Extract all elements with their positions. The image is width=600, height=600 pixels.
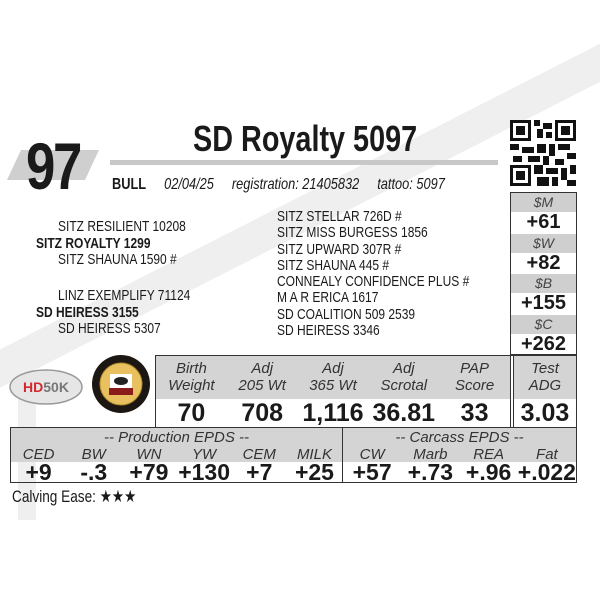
birth-weight-value: 70 — [177, 399, 206, 427]
star-icons: ★★★ — [99, 487, 137, 507]
index-value: +155 — [520, 292, 567, 314]
col-header: Adj — [392, 360, 415, 377]
ancestor: SITZ UPWARD 307R # — [277, 240, 402, 258]
registration: registration: 21405832 — [231, 176, 360, 193]
sex: BULL — [112, 176, 147, 193]
epd-label: CW — [343, 447, 402, 462]
index-label: $W — [511, 233, 576, 253]
epd-value: +.022 — [517, 459, 576, 485]
ancestor: SITZ SHAUNA 445 # — [277, 256, 390, 274]
epd-value: +57 — [352, 459, 392, 485]
epd-label: Marb — [401, 447, 460, 462]
epd-value: +79 — [129, 459, 169, 485]
epd-label: MILK — [286, 447, 343, 462]
index-label: $M — [511, 193, 576, 212]
epd-value: +.73 — [407, 459, 454, 485]
col-header: Adj — [251, 360, 274, 377]
ancestor: SITZ MISS BURGESS 1856 — [277, 224, 428, 242]
ancestor: SD HEIRESS 3346 — [277, 322, 380, 340]
epd-value: +25 — [294, 459, 334, 485]
calving-ease: Calving Ease: ★★★ — [12, 487, 167, 507]
ancestor: CONNEALY CONFIDENCE PLUS # — [277, 273, 470, 291]
index-value: +82 — [526, 251, 561, 274]
qr-code-icon[interactable] — [510, 118, 576, 188]
index-value: +61 — [526, 211, 561, 233]
dollar-index-box: $M +61 $W +82 $B +155 $C +262 — [510, 192, 577, 355]
lot-number-text: 97 — [26, 129, 82, 203]
epd-value: +.96 — [465, 459, 512, 485]
production-epds: -- Production EPDS -- CED BW WN YW CEM M… — [11, 428, 343, 485]
sire-sire: SITZ RESILIENT 10208 — [58, 218, 186, 235]
pedigree-sire-side: SITZ RESILIENT 10208 SITZ ROYALTY 1299 S… — [36, 218, 218, 269]
col-header: Test — [531, 360, 559, 377]
index-label: $B — [511, 274, 576, 293]
calving-ease-label: Calving Ease: — [12, 487, 96, 506]
pedigree-third-generation: SITZ STELLAR 726D # SITZ MISS BURGESS 18… — [277, 208, 517, 340]
birth-date: 02/04/25 — [164, 176, 214, 193]
col-header: Weight — [168, 377, 215, 394]
dam-dam: SD HEIRESS 5307 — [58, 320, 161, 337]
col-header: Score — [454, 377, 495, 394]
epd-label: BW — [66, 447, 122, 462]
animal-info: BULL 02/04/25 registration: 21405832 tat… — [112, 176, 528, 194]
col-header: ADG — [528, 377, 562, 394]
epd-table: -- Production EPDS -- CED BW WN YW CEM M… — [10, 427, 577, 485]
epd-value: +130 — [178, 459, 230, 485]
adj-205-value: 708 — [241, 399, 284, 427]
index-value: +262 — [520, 332, 567, 355]
col-header: 365 Wt — [309, 377, 357, 394]
certified-seal-logo — [92, 355, 150, 413]
epd-value: +9 — [25, 459, 52, 485]
lot-number: 97 — [26, 128, 93, 204]
epd-value: -.3 — [80, 459, 108, 485]
pedigree-dam-side: LINZ EXEMPLIFY 71124 SD HEIRESS 3155 SD … — [36, 287, 223, 338]
carcass-title: -- Carcass EPDS -- — [343, 428, 576, 447]
col-header: Birth — [175, 360, 207, 377]
animal-name: SD Royalty 5097 — [110, 118, 500, 160]
epd-label: WN — [121, 447, 177, 462]
tattoo: tattoo: 5097 — [377, 176, 445, 193]
epd-value: +7 — [246, 459, 273, 485]
sire-dam: SITZ SHAUNA 1590 # — [58, 251, 177, 268]
ancestor: M A R ERICA 1617 — [277, 289, 379, 307]
ancestor: SITZ STELLAR 726D # — [277, 208, 402, 225]
pap-score-value: 33 — [460, 399, 489, 427]
dam-sire: LINZ EXEMPLIFY 71124 — [58, 287, 191, 304]
epd-label: REA — [459, 447, 518, 462]
animal-name-text: SD Royalty 5097 — [192, 118, 418, 159]
epd-label: Fat — [517, 447, 576, 462]
carcass-epds: -- Carcass EPDS -- CW Marb REA Fat +57 +… — [343, 428, 576, 485]
epd-label: CED — [11, 447, 67, 462]
test-adg-value: 3.03 — [520, 399, 570, 427]
col-header: 205 Wt — [238, 377, 286, 394]
col-header: Adj — [322, 360, 344, 377]
production-title: -- Production EPDS -- — [11, 428, 342, 447]
svg-text:HD50K: HD50K — [23, 379, 69, 395]
hd50k-logo: HD50K — [9, 369, 83, 405]
performance-table: Birth Weight 70 Adj 205 Wt 708 Adj 365 Wt 1,11… — [155, 355, 577, 428]
sire: SITZ ROYALTY 1299 — [36, 234, 151, 252]
epd-label: CEM — [231, 447, 287, 462]
adj-scrotal-value: 36.81 — [372, 399, 436, 427]
adj-365-value: 1,116 — [302, 399, 364, 427]
ancestor: SD COALITION 509 2539 — [277, 305, 416, 323]
col-header: PAP — [460, 360, 490, 377]
title-divider — [110, 160, 498, 165]
index-label: $C — [511, 314, 576, 334]
col-header: Scrotal — [380, 377, 428, 394]
dam: SD HEIRESS 3155 — [36, 303, 139, 321]
epd-label: YW — [176, 447, 232, 462]
